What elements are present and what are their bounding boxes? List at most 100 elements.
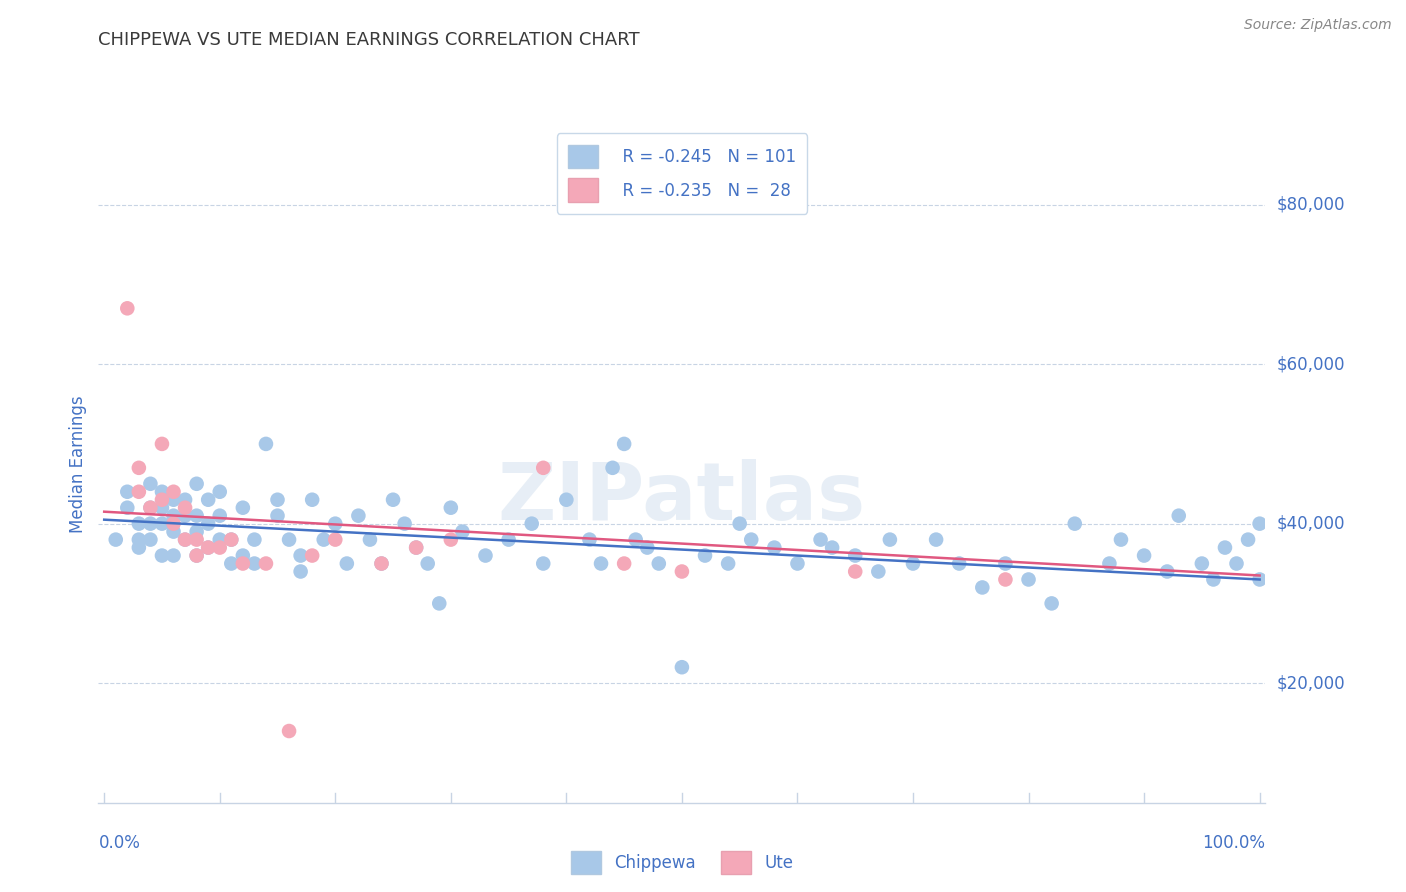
Text: CHIPPEWA VS UTE MEDIAN EARNINGS CORRELATION CHART: CHIPPEWA VS UTE MEDIAN EARNINGS CORRELAT…	[98, 31, 640, 49]
Point	[150, 500, 173, 515]
Text: $20,000: $20,000	[1277, 674, 1346, 692]
Point	[925, 533, 948, 547]
Point	[208, 533, 231, 547]
Point	[301, 492, 323, 507]
Point	[186, 549, 208, 563]
Point	[1249, 573, 1271, 587]
Point	[278, 724, 301, 739]
Point	[162, 516, 184, 531]
Point	[555, 492, 578, 507]
Point	[290, 549, 312, 563]
Point	[243, 533, 266, 547]
Point	[128, 484, 150, 499]
Text: ZIPatlas: ZIPatlas	[498, 458, 866, 537]
Point	[427, 596, 450, 610]
Point	[139, 516, 162, 531]
Point	[1156, 565, 1178, 579]
Point	[728, 516, 751, 531]
Point	[370, 557, 392, 571]
Point	[221, 557, 243, 571]
Point	[174, 508, 197, 523]
Point	[613, 437, 636, 451]
Point	[1237, 533, 1260, 547]
Point	[174, 533, 197, 547]
Point	[312, 533, 335, 547]
Point	[128, 516, 150, 531]
Point	[624, 533, 647, 547]
Point	[197, 492, 219, 507]
Point	[232, 557, 254, 571]
Legend:   R = -0.245   N = 101,   R = -0.235   N =  28: R = -0.245 N = 101, R = -0.235 N = 28	[557, 133, 807, 214]
Point	[520, 516, 543, 531]
Text: $80,000: $80,000	[1277, 195, 1346, 214]
Point	[186, 476, 208, 491]
Point	[359, 533, 381, 547]
Point	[254, 437, 277, 451]
Point	[150, 549, 173, 563]
Point	[394, 516, 416, 531]
Text: 0.0%: 0.0%	[98, 834, 141, 852]
Point	[671, 565, 693, 579]
Point	[1213, 541, 1236, 555]
Point	[150, 437, 173, 451]
Point	[1191, 557, 1213, 571]
Point	[1098, 557, 1121, 571]
Point	[1018, 573, 1040, 587]
Point	[186, 524, 208, 539]
Point	[221, 533, 243, 547]
Point	[186, 508, 208, 523]
Point	[301, 549, 323, 563]
Text: Source: ZipAtlas.com: Source: ZipAtlas.com	[1244, 18, 1392, 32]
Point	[440, 533, 463, 547]
Point	[474, 549, 496, 563]
Point	[197, 541, 219, 555]
Point	[197, 516, 219, 531]
Point	[531, 460, 554, 475]
Point	[879, 533, 901, 547]
Point	[232, 500, 254, 515]
Point	[602, 460, 624, 475]
Point	[498, 533, 520, 547]
Point	[162, 508, 184, 523]
Point	[786, 557, 808, 571]
Point	[117, 301, 139, 316]
Point	[139, 476, 162, 491]
Text: $40,000: $40,000	[1277, 515, 1346, 533]
Point	[844, 565, 866, 579]
Point	[763, 541, 786, 555]
Point	[208, 508, 231, 523]
Text: 100.0%: 100.0%	[1202, 834, 1265, 852]
Point	[266, 508, 288, 523]
Point	[243, 557, 266, 571]
Point	[139, 500, 162, 515]
Point	[186, 533, 208, 547]
Point	[323, 533, 346, 547]
Point	[844, 549, 866, 563]
Point	[290, 565, 312, 579]
Point	[1109, 533, 1132, 547]
Point	[128, 541, 150, 555]
Point	[717, 557, 740, 571]
Point	[162, 484, 184, 499]
Point	[648, 557, 671, 571]
Point	[208, 484, 231, 499]
Point	[1063, 516, 1085, 531]
Point	[451, 524, 474, 539]
Point	[440, 500, 463, 515]
Point	[150, 516, 173, 531]
Point	[578, 533, 600, 547]
Point	[232, 549, 254, 563]
Point	[370, 557, 392, 571]
Point	[128, 460, 150, 475]
Point	[531, 557, 554, 571]
Point	[1225, 557, 1247, 571]
Point	[821, 541, 844, 555]
Point	[868, 565, 890, 579]
Point	[266, 492, 288, 507]
Point	[613, 557, 636, 571]
Point	[740, 533, 762, 547]
Point	[278, 533, 301, 547]
Point	[162, 524, 184, 539]
Point	[117, 484, 139, 499]
Point	[972, 581, 994, 595]
